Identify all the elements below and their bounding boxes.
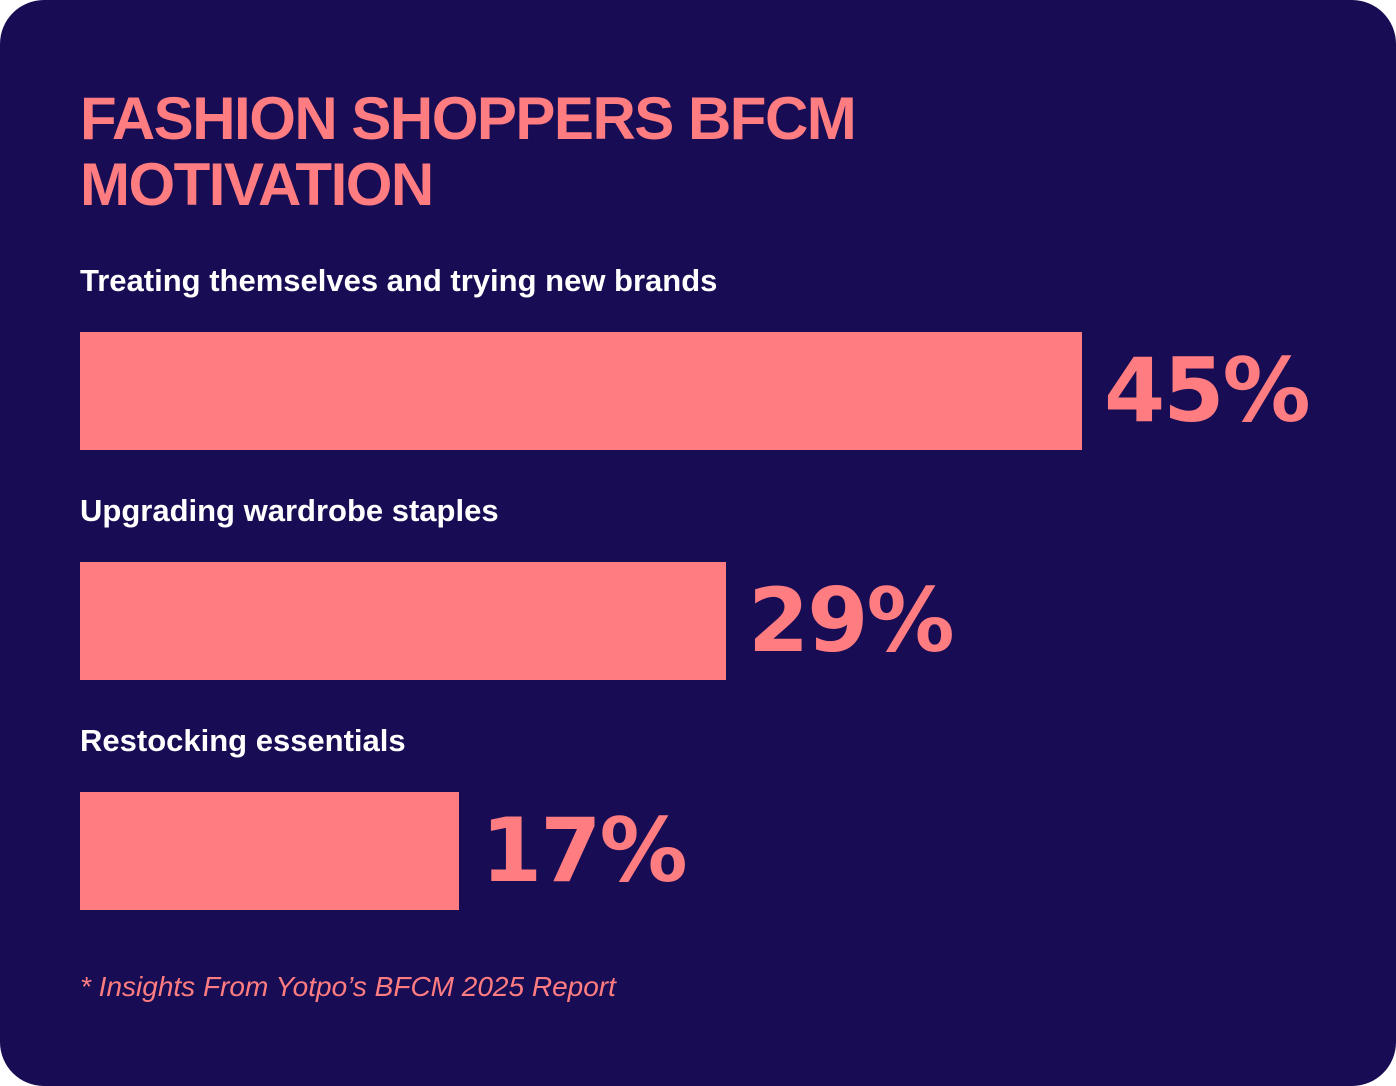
- bar: [80, 332, 1082, 450]
- bar: [80, 792, 459, 910]
- bar-value-label: 29%: [748, 569, 955, 672]
- bar: [80, 562, 726, 680]
- bar-label: Treating themselves and trying new brand…: [80, 263, 718, 298]
- chart-title: FASHION SHOPPERS BFCM MOTIVATION: [80, 85, 857, 218]
- bar-label: Upgrading wardrobe staples: [80, 493, 499, 528]
- bar-label: Restocking essentials: [80, 723, 406, 758]
- bar-value-label: 45%: [1104, 339, 1311, 442]
- source-footnote: * Insights From Yotpo’s BFCM 2025 Report: [80, 971, 616, 1002]
- bar-value-label: 17%: [481, 799, 688, 902]
